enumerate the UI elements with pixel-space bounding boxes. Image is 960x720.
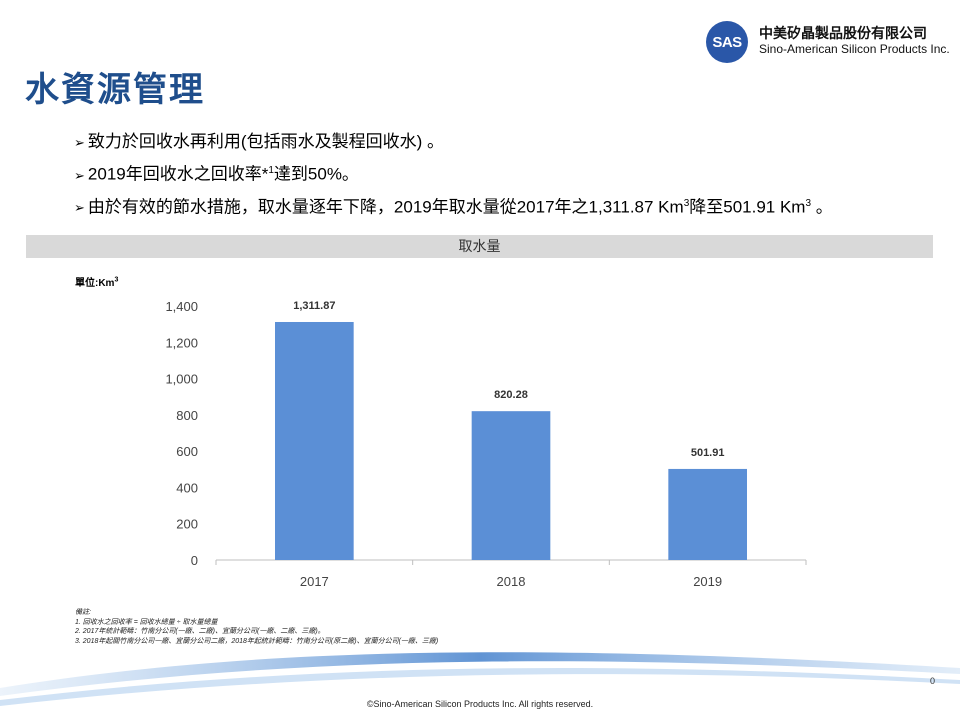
- data-label-2017: 1,311.87: [293, 300, 335, 312]
- unit-label: 單位:Km3: [75, 276, 119, 289]
- page-title: 水資源管理: [25, 71, 205, 109]
- y-tick-label: 1,000: [165, 372, 198, 387]
- x-tick-label-2018: 2018: [497, 574, 526, 589]
- footnote-line: 1. 回收水之回收率 = 回收水總量 ÷ 取水量總量: [75, 618, 218, 626]
- company-logo: SAS 中美矽晶製品股份有限公司 Sino-American Silicon P…: [706, 18, 950, 64]
- bar-chart: 0 200 400 600 800 1,000 1,200 1,400 1,311.87 2017…: [165, 299, 807, 589]
- bullet-item: 由於有效的節水措施，取水量逐年下降，2019年取水量從2017年之1,311.8…: [74, 190, 833, 223]
- data-label-2018: 820.28: [494, 389, 528, 401]
- y-tick-label: 1,200: [165, 335, 198, 350]
- bar-2018: [471, 411, 551, 560]
- chart-title-band: 取水量: [26, 235, 933, 258]
- y-tick-label: 400: [176, 480, 198, 495]
- bullet-item: 致力於回收水再利用(包括雨水及製程回收水) 。: [74, 128, 833, 157]
- company-name-zh: 中美矽晶製品股份有限公司: [759, 25, 927, 41]
- copyright-footer: ©Sino-American Silicon Products Inc. All…: [366, 699, 594, 709]
- footnote-heading: 備註:: [75, 609, 91, 616]
- bar-2017: [275, 321, 354, 560]
- page-number: 0: [930, 676, 936, 686]
- y-tick-label: 1,400: [165, 299, 198, 314]
- bullet-list: 致力於回收水再利用(包括雨水及製程回收水) 。 2019年回收水之回收率*1達到…: [74, 128, 833, 222]
- bullet-item: 2019年回收水之回收率*1達到50%。: [74, 157, 833, 190]
- footnotes: 備註: 1. 回收水之回收率 = 回收水總量 ÷ 取水量總量 2. 2017年統…: [75, 608, 438, 646]
- y-tick-label: 600: [176, 444, 198, 459]
- bar-2019: [668, 468, 747, 560]
- decorative-wave: [0, 652, 960, 706]
- footnote-line: 2. 2017年統計範疇：竹南分公司(一廠、二廠)、宜蘭分公司(一廠、二廠、三廠…: [75, 628, 325, 635]
- logo-badge: SAS: [706, 21, 748, 63]
- x-tick-label-2017: 2017: [300, 574, 329, 589]
- y-tick-label: 200: [176, 517, 198, 532]
- x-tick-label-2019: 2019: [693, 574, 722, 589]
- company-name-en: Sino-American Silicon Products Inc.: [759, 42, 950, 56]
- footnote-line: 3. 2018年起關竹南分公司一廠、宜蘭分公司二廠，2018年起統計範疇：竹南分…: [75, 637, 439, 645]
- y-tick-label: 800: [176, 408, 198, 423]
- y-tick-label: 0: [191, 553, 198, 568]
- data-label-2019: 501.91: [691, 447, 725, 459]
